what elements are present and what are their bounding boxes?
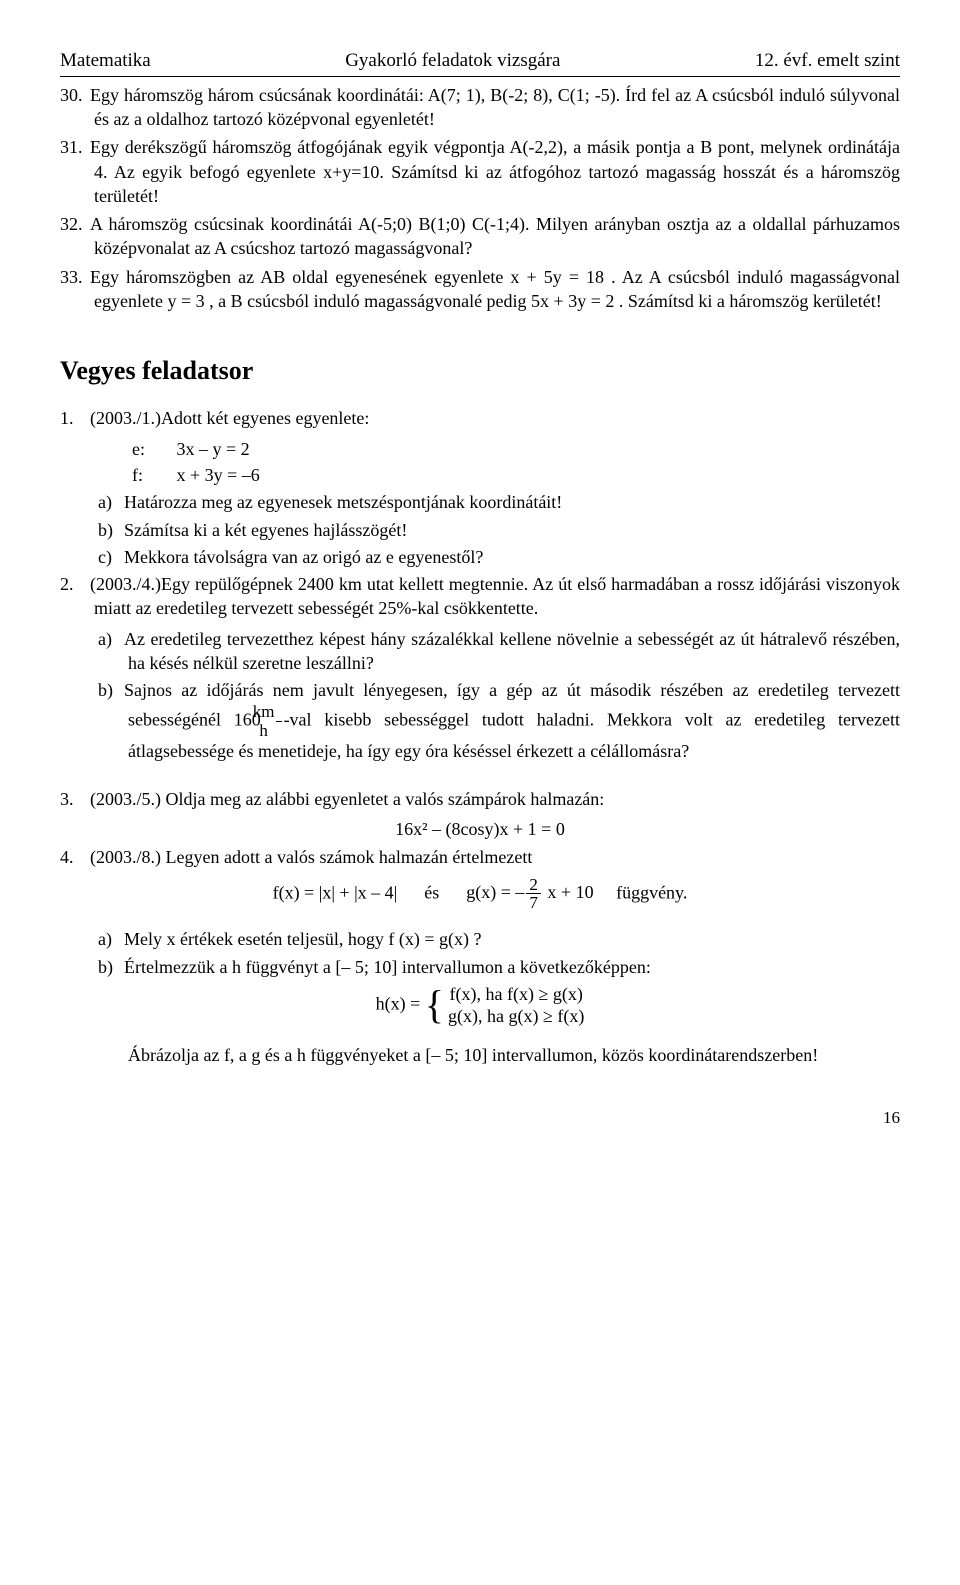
sub-a: a)Határozza meg az egyenesek metszéspont… [128, 490, 900, 514]
problem-number: 33. [60, 265, 90, 289]
sub-text: Határozza meg az egyenesek metszéspontjá… [124, 492, 562, 512]
piecewise: { f(x), ha f(x) ≥ g(x) g(x), ha g(x) ≥ f… [425, 983, 585, 1028]
eq-body: 3x – y = 2 [177, 439, 250, 459]
sub-b: b)Sajnos az időjárás nem javult lényeges… [128, 678, 900, 763]
item-number: 1. [60, 406, 90, 430]
problem-text: Egy háromszög három csúcsának koordinátá… [90, 85, 900, 129]
item-lead: (2003./1.)Adott két egyenes egyenlete: [90, 408, 369, 428]
page-number: 16 [60, 1107, 900, 1130]
vf-item-4: 4.(2003./8.) Legyen adott a valós számok… [60, 845, 900, 869]
fraction-bottom: 7 [526, 894, 541, 912]
problem-30: 30.Egy háromszög három csúcsának koordin… [60, 83, 900, 132]
h-piecewise: h(x) = { f(x), ha f(x) ≥ g(x) g(x), ha g… [60, 983, 900, 1028]
fraction-top: 2 [526, 876, 541, 895]
problem-number: 30. [60, 83, 90, 107]
section-heading: Vegyes feladatsor [60, 353, 900, 388]
sub-label: c) [98, 545, 124, 569]
problem-text: Egy derékszögű háromszög átfogójának egy… [90, 137, 900, 206]
sub-label: a) [98, 927, 124, 951]
item-number: 2. [60, 572, 90, 596]
header-left: Matematika [60, 48, 151, 74]
problem-text: Egy háromszögben az AB oldal egyenesének… [90, 267, 900, 311]
sub-text: Számítsa ki a két egyenes hajlásszögét! [124, 520, 407, 540]
g-post: x + 10 [543, 882, 594, 902]
problem-31: 31.Egy derékszögű háromszög átfogójának … [60, 135, 900, 208]
sub-label: b) [98, 518, 124, 542]
equation-e: e: 3x – y = 2 [132, 437, 900, 461]
vf-item-1: 1.(2003./1.)Adott két egyenes egyenlete: [60, 406, 900, 430]
item-lead: (2003./4.)Egy repülőgépnek 2400 km utat … [90, 574, 900, 618]
vf-item-3: 3.(2003./5.) Oldja meg az alábbi egyenle… [60, 787, 900, 811]
sub-b: b)Számítsa ki a két egyenes hajlásszögét… [128, 518, 900, 542]
fraction-top: km [276, 703, 282, 722]
sub-b: b)Értelmezzük a h függvényt a [– 5; 10] … [128, 955, 900, 979]
eq-label: f: [132, 463, 172, 487]
vf-item-2: 2.(2003./4.)Egy repülőgépnek 2400 km uta… [60, 572, 900, 621]
sub-label: a) [98, 627, 124, 651]
g-pre: g(x) = – [466, 882, 524, 902]
problem-32: 32.A háromszög csúcsinak koordinátái A(-… [60, 212, 900, 261]
fraction-km-h: km h [276, 703, 282, 740]
sub-text: Mely x értékek esetén teljesül, hogy f (… [124, 929, 482, 949]
item-number: 4. [60, 845, 90, 869]
header-right: 12. évf. emelt szint [755, 48, 900, 74]
piecewise-line-2: g(x), ha g(x) ≥ f(x) [448, 1005, 584, 1028]
header-center: Gyakorló feladatok vizsgára [345, 48, 560, 74]
g-definition: g(x) = – 2 7 x + 10 [466, 882, 598, 902]
item-number: 3. [60, 787, 90, 811]
sub-a: a)Az eredetileg tervezetthez képest hány… [128, 627, 900, 676]
sub-a: a)Mely x értékek esetén teljesül, hogy f… [128, 927, 900, 951]
sub-label: b) [98, 678, 124, 702]
equation-f: f: x + 3y = –6 [132, 463, 900, 487]
sub-label: a) [98, 490, 124, 514]
fg-definitions: f(x) = |x| + |x – 4| és g(x) = – 2 7 x +… [60, 876, 900, 913]
piecewise-line-1: f(x), ha f(x) ≥ g(x) [448, 983, 584, 1006]
item-lead: (2003./5.) Oldja meg az alábbi egyenlete… [90, 789, 604, 809]
sub-label: b) [98, 955, 124, 979]
problem-number: 31. [60, 135, 90, 159]
h-pre: h(x) = [376, 993, 421, 1013]
f-definition: f(x) = |x| + |x – 4| [273, 882, 398, 902]
item-lead: (2003./8.) Legyen adott a valós számok h… [90, 847, 532, 867]
brace-icon: { [425, 985, 444, 1025]
fraction-bottom: h [276, 722, 282, 740]
equation-vf3: 16x² – (8cosy)x + 1 = 0 [60, 817, 900, 841]
sub-text: Az eredetileg tervezetthez képest hány s… [124, 629, 900, 673]
fuggveny-word: függvény. [616, 882, 687, 902]
fraction-2-7: 2 7 [526, 876, 541, 913]
eq-body: x + 3y = –6 [177, 465, 260, 485]
sub-c: c)Mekkora távolságra van az origó az e e… [128, 545, 900, 569]
page-header: Matematika Gyakorló feladatok vizsgára 1… [60, 48, 900, 77]
problem-33: 33.Egy háromszögben az AB oldal egyenesé… [60, 265, 900, 314]
sub-text: Értelmezzük a h függvényt a [– 5; 10] in… [124, 957, 651, 977]
es-word: és [424, 882, 439, 902]
eq-label: e: [132, 437, 172, 461]
problem-number: 32. [60, 212, 90, 236]
problem-text: A háromszög csúcsinak koordinátái A(-5;0… [90, 214, 900, 258]
piecewise-lines: f(x), ha f(x) ≥ g(x) g(x), ha g(x) ≥ f(x… [448, 983, 584, 1028]
sub-text: Mekkora távolságra van az origó az e egy… [124, 547, 483, 567]
vf4-tail: Ábrázolja az f, a g és a h függvényeket … [128, 1043, 900, 1067]
